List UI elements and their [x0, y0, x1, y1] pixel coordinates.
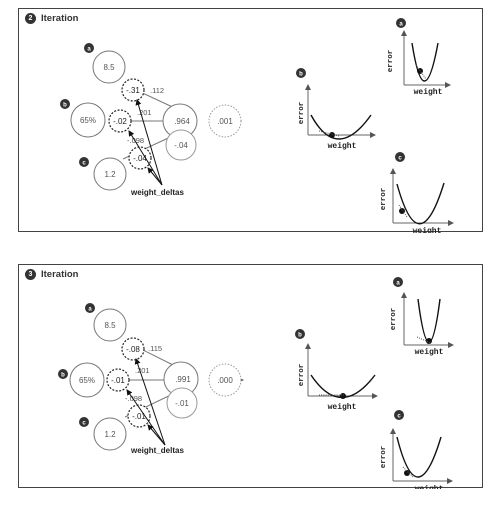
svg-text:error: error [380, 188, 388, 211]
svg-text:weight: weight [415, 485, 444, 489]
error-value: .001 [217, 117, 233, 126]
input-badge-b [58, 369, 68, 379]
weight-delta-node-a [121, 78, 145, 102]
error-value: .000 [217, 376, 233, 385]
svg-text:weight: weight [415, 348, 444, 357]
input-node-a [92, 50, 126, 84]
svg-text:c: c [82, 421, 86, 427]
annotation-arrow-c [147, 167, 163, 186]
network-diagram: 8.5 65% 1.2 a b c -.31 -.02 -.04 .112 .2… [60, 18, 454, 233]
annotation-arrow-a [135, 99, 163, 186]
weight-label-b: .201 [135, 366, 150, 375]
svg-text:weight: weight [413, 227, 442, 233]
input-node-a [93, 308, 127, 342]
weight-label-c: -.098 [127, 136, 144, 145]
error-curve-a: a error weight [390, 277, 454, 357]
weight-delta-c: -.04 [133, 154, 147, 163]
delta-value: -.01 [175, 399, 189, 408]
error-curve-b: b error weight [295, 329, 378, 412]
weight-deltas-annotation: weight_deltas [130, 446, 184, 455]
svg-text:weight: weight [328, 403, 357, 412]
input-badge-b [60, 99, 70, 109]
panel-title-text: Iteration [41, 269, 79, 280]
annotation-arrow-b [126, 389, 166, 446]
input-value-b: 65% [80, 116, 96, 125]
step-number-badge: 3 [25, 269, 36, 280]
svg-text:a: a [88, 307, 92, 313]
svg-text:error: error [298, 102, 306, 125]
iteration-panel-3: 3 Iteration 8.5 65% 1.2 a b c -.08 -.0 [18, 264, 483, 489]
delta-node [165, 129, 197, 161]
panel-title: 2 Iteration [25, 13, 78, 24]
annotation-arrow-c [147, 424, 166, 446]
input-badge-c [79, 157, 89, 167]
input-node-b [69, 362, 105, 398]
step-number-badge: 2 [25, 13, 36, 24]
weight-delta-node-c [128, 146, 152, 170]
network-diagram: 8.5 65% 1.2 a b c -.08 -.01 -.01 .115 .2… [58, 277, 454, 489]
input-value-c: 1.2 [104, 430, 116, 439]
weight-delta-a: -.08 [126, 345, 140, 354]
weight-label-a: .112 [150, 86, 164, 95]
panel-title-text: Iteration [41, 13, 79, 24]
svg-text:b: b [299, 72, 303, 78]
svg-text:a: a [396, 281, 400, 287]
weight-delta-a: -.31 [126, 86, 140, 95]
input-badge-a [85, 303, 95, 313]
error-curve-a: a error weight [387, 18, 451, 97]
delta-node [166, 387, 198, 419]
weight-label-a: .115 [148, 344, 162, 353]
weight-label-b: .201 [137, 108, 152, 117]
error-node [208, 363, 242, 397]
weight-deltas-annotation: weight_deltas [130, 188, 184, 197]
weight-delta-b: -.02 [113, 117, 127, 126]
weight-delta-node-a [121, 337, 145, 361]
svg-text:a: a [87, 47, 91, 53]
iteration-panel-2: 2 Iteration 8.5 65% 1.2 a b c [18, 8, 483, 233]
prediction-value: .964 [174, 117, 190, 126]
svg-text:error: error [298, 364, 306, 387]
svg-text:error: error [390, 308, 398, 331]
input-node-c [93, 417, 127, 451]
svg-text:error: error [380, 446, 388, 469]
error-curve-b: b error weight [296, 68, 376, 151]
weight-delta-node-c [127, 404, 151, 428]
svg-text:b: b [63, 103, 67, 109]
annotation-arrow-a [134, 358, 166, 446]
svg-text:weight: weight [328, 142, 357, 151]
weight-delta-b: -.01 [111, 376, 125, 385]
svg-text:b: b [61, 373, 65, 379]
error-node [208, 104, 242, 138]
svg-text:error: error [387, 50, 395, 73]
weight-delta-node-b [106, 368, 130, 392]
svg-text:c: c [398, 156, 402, 162]
input-value-b: 65% [79, 376, 95, 385]
svg-text:a: a [399, 22, 403, 28]
weight-delta-node-b [108, 109, 132, 133]
error-curve-c: c error weight [380, 410, 453, 489]
svg-text:c: c [82, 161, 86, 167]
svg-text:c: c [397, 414, 401, 420]
input-badge-a [84, 43, 94, 53]
input-badge-c [79, 417, 89, 427]
input-node-b [70, 102, 106, 138]
input-value-c: 1.2 [104, 170, 116, 179]
svg-text:weight: weight [414, 88, 443, 97]
input-value-a: 8.5 [103, 63, 115, 72]
weight-delta-c: -.01 [132, 412, 146, 421]
input-value-a: 8.5 [104, 321, 116, 330]
annotation-arrow-b [128, 130, 163, 186]
error-curve-c: c error weight [380, 152, 454, 233]
weight-label-c: -.098 [125, 394, 142, 403]
panel-title: 3 Iteration [25, 269, 78, 280]
svg-text:b: b [298, 333, 302, 339]
input-node-c [93, 157, 127, 191]
prediction-value: .991 [175, 375, 191, 384]
delta-value: -.04 [174, 141, 188, 150]
